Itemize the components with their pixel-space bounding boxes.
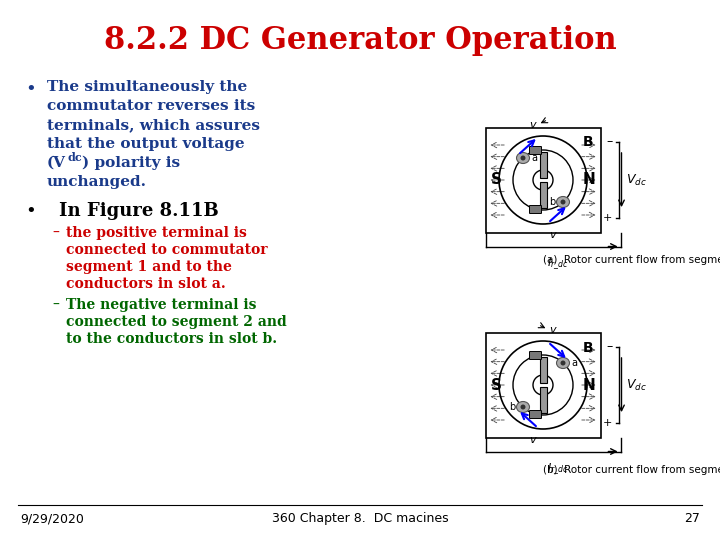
Circle shape <box>513 150 573 210</box>
Bar <box>485 333 600 437</box>
Text: (b)  Rotor current flow from segment 2 to 1 (slot: (b) Rotor current flow from segment 2 to… <box>543 465 720 475</box>
Text: •: • <box>25 80 36 98</box>
Ellipse shape <box>557 197 570 207</box>
Text: to the conductors in slot b.: to the conductors in slot b. <box>66 332 277 346</box>
Circle shape <box>560 361 565 366</box>
Ellipse shape <box>516 402 529 413</box>
Bar <box>539 182 546 208</box>
Text: 360 Chapter 8.  DC macines: 360 Chapter 8. DC macines <box>271 512 449 525</box>
Circle shape <box>521 156 526 160</box>
Text: –: – <box>606 136 613 148</box>
Text: v: v <box>549 230 557 240</box>
Text: connected to commutator: connected to commutator <box>66 243 268 257</box>
Text: B: B <box>583 136 594 150</box>
Text: unchanged.: unchanged. <box>47 175 147 189</box>
Text: In Figure 8.11B: In Figure 8.11B <box>59 202 219 220</box>
FancyBboxPatch shape <box>529 352 541 360</box>
Text: N: N <box>582 377 595 393</box>
Text: a: a <box>531 153 537 163</box>
Circle shape <box>533 170 553 190</box>
Text: v: v <box>530 435 536 445</box>
Text: v: v <box>530 120 536 130</box>
Bar <box>539 387 546 413</box>
Text: +: + <box>603 418 613 428</box>
Bar <box>539 152 546 178</box>
Bar <box>539 357 546 383</box>
Text: connected to segment 2 and: connected to segment 2 and <box>66 315 287 329</box>
Text: the positive terminal is: the positive terminal is <box>66 226 247 240</box>
Text: terminals, which assures: terminals, which assures <box>47 118 260 132</box>
Text: conductors in slot a.: conductors in slot a. <box>66 277 226 291</box>
Text: S: S <box>490 172 502 187</box>
Text: B: B <box>583 341 594 354</box>
Text: 9/29/2020: 9/29/2020 <box>20 512 84 525</box>
Text: a: a <box>571 358 577 368</box>
FancyBboxPatch shape <box>529 146 541 154</box>
Text: The negative terminal is: The negative terminal is <box>66 298 256 312</box>
Text: ) polarity is: ) polarity is <box>82 156 180 171</box>
Text: S: S <box>490 377 502 393</box>
Text: b: b <box>509 402 515 412</box>
Ellipse shape <box>557 357 570 368</box>
Text: 27: 27 <box>684 512 700 525</box>
Text: $I_{r\_dc}$: $I_{r\_dc}$ <box>547 462 569 477</box>
Circle shape <box>560 199 565 205</box>
Text: (a)  Rotor current flow from segment 1 to 2 (slot: (a) Rotor current flow from segment 1 to… <box>543 255 720 265</box>
Text: (V: (V <box>47 156 66 170</box>
Text: +: + <box>603 213 613 223</box>
Text: •: • <box>25 202 36 220</box>
Text: $V_{dc}$: $V_{dc}$ <box>626 377 647 393</box>
Text: –: – <box>52 298 59 312</box>
Text: –: – <box>52 226 59 240</box>
Text: 8.2.2 DC Generator Operation: 8.2.2 DC Generator Operation <box>104 25 616 56</box>
Text: –: – <box>606 341 613 354</box>
Text: that the output voltage: that the output voltage <box>47 137 245 151</box>
Circle shape <box>513 355 573 415</box>
Circle shape <box>533 375 553 395</box>
Text: dc: dc <box>68 152 83 163</box>
Text: v: v <box>549 325 557 335</box>
Text: commutator reverses its: commutator reverses its <box>47 99 256 113</box>
Text: N: N <box>582 172 595 187</box>
Ellipse shape <box>516 152 529 164</box>
FancyBboxPatch shape <box>529 206 541 213</box>
Text: $I_{r\_dc}$: $I_{r\_dc}$ <box>547 256 569 272</box>
Text: The simultaneously the: The simultaneously the <box>47 80 247 94</box>
Bar <box>485 127 600 233</box>
Text: $V_{dc}$: $V_{dc}$ <box>626 172 647 187</box>
FancyBboxPatch shape <box>529 410 541 418</box>
Circle shape <box>521 404 526 409</box>
Text: b: b <box>549 197 555 207</box>
Text: segment 1 and to the: segment 1 and to the <box>66 260 232 274</box>
